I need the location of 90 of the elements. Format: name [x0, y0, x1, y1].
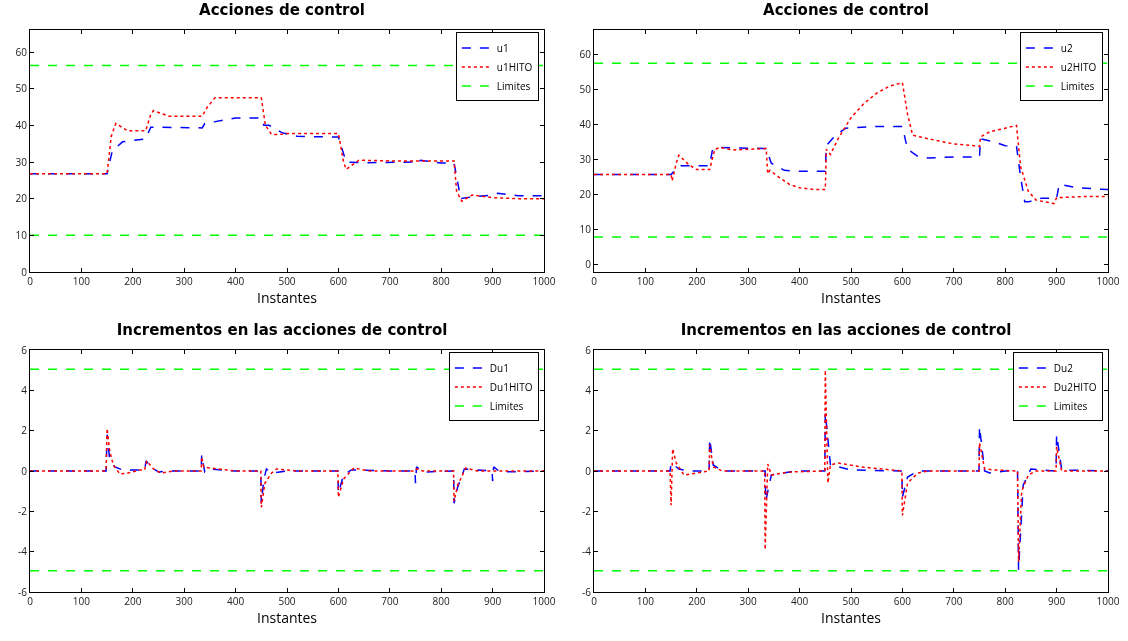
y-tick-label: 6 [585, 342, 592, 357]
x-tick-label: 600 [893, 594, 912, 608]
legend-label: u1HITO [496, 59, 533, 74]
x-tick-label: 400 [227, 594, 245, 608]
x-tick-label: 900 [484, 594, 502, 608]
x-tick-label: 300 [175, 274, 194, 288]
x-axis-title: Instantes [256, 288, 318, 307]
chart-title: Incrementos en las acciones de control [116, 321, 448, 340]
x-axis-title: Instantes [820, 608, 882, 627]
line-series [594, 81, 1108, 205]
x-tick-label: 1000 [1096, 594, 1120, 608]
y-tick-label: 4 [585, 382, 592, 397]
x-tick-label: 1000 [532, 274, 556, 288]
x-tick-label: 100 [636, 274, 655, 288]
x-tick-label: 600 [329, 594, 348, 608]
x-tick-label: 600 [893, 274, 912, 288]
x-tick-label: 500 [842, 274, 860, 288]
x-tick-label: 200 [688, 594, 706, 608]
x-tick-label: 400 [791, 594, 809, 608]
x-tick-label: 500 [842, 594, 860, 608]
chart-title: Acciones de control [199, 1, 365, 20]
legend-label: Du2 [1053, 360, 1074, 375]
y-tick-label: 20 [15, 191, 28, 206]
y-tick-label: -4 [582, 544, 592, 559]
legend-label: Limites [1053, 398, 1088, 413]
y-tick-label: 2 [21, 423, 28, 438]
x-tick-label: 400 [791, 274, 809, 288]
legend-label: Limites [1060, 78, 1095, 93]
x-tick-label: 1000 [1096, 274, 1120, 288]
legend-label: Du2HITO [1053, 379, 1097, 394]
y-tick-label: -2 [582, 503, 592, 518]
x-tick-label: 300 [175, 594, 194, 608]
legend-label: u1 [496, 40, 509, 55]
y-tick-label: -6 [18, 584, 28, 599]
x-tick-label: 300 [739, 594, 758, 608]
legend-label: Du1HITO [489, 379, 533, 394]
x-tick-label: 800 [432, 594, 451, 608]
x-tick-label: 600 [329, 274, 348, 288]
chart-title: Acciones de control [763, 1, 929, 20]
x-tick-label: 100 [72, 594, 91, 608]
y-tick-label: -6 [582, 584, 592, 599]
x-tick-label: 700 [945, 594, 963, 608]
x-tick-label: 100 [72, 274, 91, 288]
x-tick-label: 800 [996, 274, 1015, 288]
x-tick-label: 200 [688, 274, 706, 288]
x-tick-label: 900 [484, 274, 502, 288]
y-tick-label: 60 [579, 47, 592, 62]
x-tick-label: 700 [381, 274, 399, 288]
x-tick-label: 500 [278, 594, 296, 608]
y-tick-label: 40 [15, 117, 28, 132]
y-tick-label: 0 [585, 257, 592, 272]
legend-label: u2 [1060, 40, 1073, 55]
x-tick-label: 200 [124, 274, 142, 288]
y-tick-label: 50 [15, 81, 28, 96]
line-series [30, 117, 544, 200]
y-tick-label: 40 [579, 117, 592, 132]
x-tick-label: 800 [996, 594, 1015, 608]
x-tick-label: 400 [227, 274, 245, 288]
y-tick-label: 0 [585, 463, 592, 478]
legend-label: Du1 [489, 360, 509, 375]
x-tick-label: 700 [381, 594, 399, 608]
x-tick-label: 300 [739, 274, 758, 288]
x-tick-label: 900 [1048, 594, 1066, 608]
x-tick-label: 1000 [532, 594, 556, 608]
line-series [594, 125, 1108, 203]
x-tick-label: 800 [432, 274, 451, 288]
x-axis-title: Instantes [256, 608, 318, 627]
y-tick-label: 30 [579, 152, 592, 167]
y-tick-label: 60 [15, 44, 28, 59]
legend-label: Limites [489, 398, 524, 413]
y-tick-label: 10 [15, 227, 28, 242]
y-tick-label: 50 [579, 82, 592, 97]
x-tick-label: 500 [278, 274, 296, 288]
x-tick-label: 200 [124, 594, 142, 608]
x-tick-label: 700 [945, 274, 963, 288]
legend-label: Limites [496, 78, 531, 93]
y-tick-label: -4 [18, 544, 28, 559]
chart-title: Incrementos en las acciones de control [680, 321, 1012, 340]
y-tick-label: 2 [585, 423, 592, 438]
y-tick-label: 4 [21, 382, 28, 397]
x-tick-label: 100 [636, 594, 655, 608]
x-axis-title: Instantes [820, 288, 882, 307]
x-tick-label: 900 [1048, 274, 1066, 288]
y-tick-label: 20 [579, 187, 592, 202]
y-tick-label: 6 [21, 342, 28, 357]
y-tick-label: -2 [18, 503, 28, 518]
y-tick-label: 0 [21, 463, 28, 478]
legend-label: u2HITO [1060, 59, 1097, 74]
y-tick-label: 10 [579, 222, 592, 237]
y-tick-label: 30 [15, 154, 28, 169]
